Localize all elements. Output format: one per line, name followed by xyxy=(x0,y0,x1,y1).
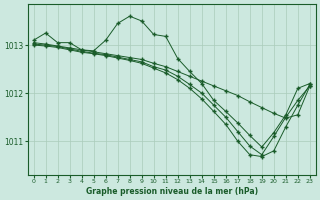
X-axis label: Graphe pression niveau de la mer (hPa): Graphe pression niveau de la mer (hPa) xyxy=(86,187,258,196)
